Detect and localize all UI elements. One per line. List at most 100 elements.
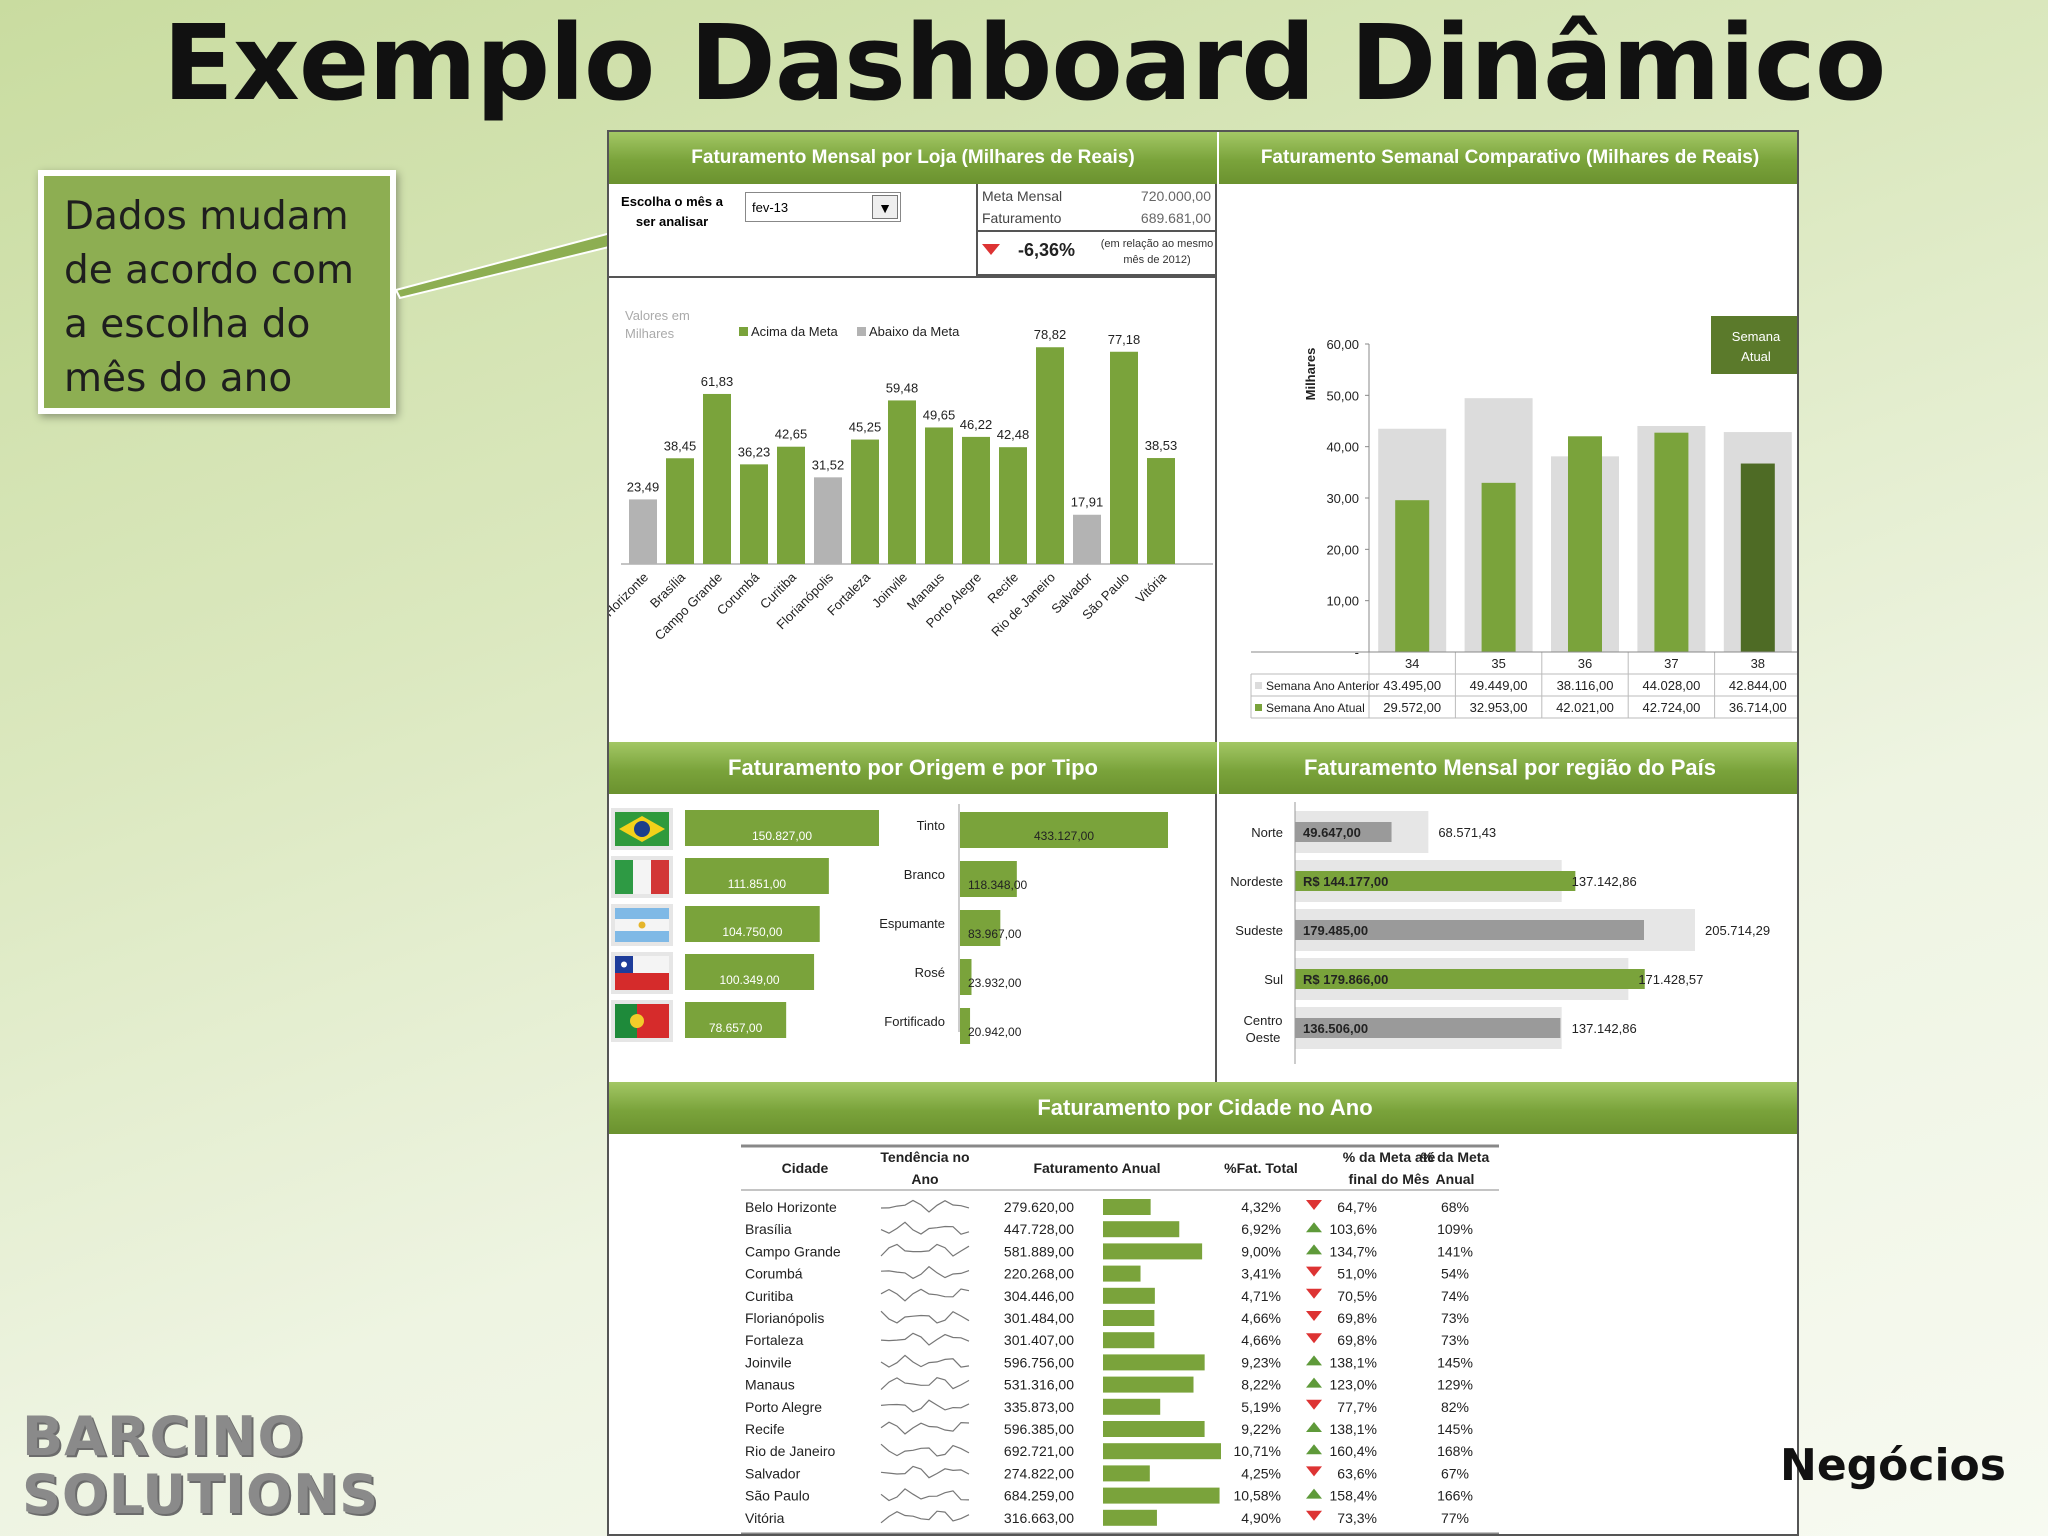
country-bar-label: 111.851,00 [728,877,787,891]
fat-value: 689.681,00 [1140,210,1211,226]
meta-year-percent: 82% [1441,1399,1469,1415]
meta-box: Meta Mensal 720.000,00 Faturamento 689.6… [976,184,1215,276]
city-table: Cidade Tendência no Ano Faturamento Anual %F… [741,1144,1499,1534]
flag-stripe [615,931,669,942]
down-arrow-icon [1306,1266,1322,1277]
region-value-label: 49.647,00 [1303,825,1361,840]
argentina-flag-icon [615,908,669,942]
up-arrow-icon [1306,1355,1322,1366]
flag-stripe [615,973,669,990]
region-target-label: 137.142,86 [1572,1021,1637,1036]
type-bar-label: 83.967,00 [968,927,1022,941]
brazil-flag-icon [615,812,669,846]
x-tick-label: 36 [1578,656,1592,671]
table-prev-value: 43.495,00 [1383,678,1441,693]
up-arrow-icon [1306,1377,1322,1388]
annual-value: 220.268,00 [1004,1266,1074,1282]
flag-sun [638,921,646,929]
region-label: Sul [1264,972,1283,987]
bar-value-label: 45,25 [849,420,882,435]
bar-curr [1740,463,1775,652]
down-arrow-icon [1306,1288,1322,1299]
total-percent: 9,00% [1241,1243,1281,1259]
sparkline [880,1288,970,1302]
sparkline [880,1310,970,1324]
total-percent: 9,22% [1241,1421,1281,1437]
bar-value-label: 61,83 [701,374,734,389]
month-select[interactable]: fev-13 ▼ [745,192,901,222]
flag-star [621,961,627,968]
sparkline [880,1399,970,1413]
city-panel: Cidade Tendência no Ano Faturamento Anual %F… [609,1134,1797,1534]
values-note-line: Milhares [625,326,675,341]
meta-month-percent: 160,4% [1330,1443,1377,1459]
down-arrow-icon [1306,1200,1322,1210]
meta-year-percent: 145% [1437,1421,1473,1437]
city-name: Brasília [745,1221,792,1237]
dashboard-sheet: Faturamento Mensal por Loja (Milhares de… [607,130,1799,1536]
total-percent: 3,41% [1241,1266,1281,1282]
city-name: Recife [745,1421,785,1437]
meta-year-percent: 166% [1437,1488,1473,1504]
category-label: Belo Horizonte [609,570,651,641]
category-label: Joinvile [869,570,910,611]
bar [1036,347,1064,564]
meta-month-percent: 134,7% [1330,1243,1377,1259]
country-bar [685,906,820,942]
flag-stripe [615,860,633,894]
bar-value-label: 46,22 [960,417,993,432]
total-percent: 10,58% [1234,1488,1281,1504]
down-arrow-icon [1306,1466,1322,1477]
meta-month-percent: 77,7% [1337,1399,1377,1415]
meta-year-percent: 54% [1441,1266,1469,1282]
city-name: Corumbá [745,1266,803,1282]
country-bar [685,954,815,990]
region-value-label: R$ 144.177,00 [1303,874,1388,889]
y-tick-label: 50,00 [1326,388,1359,403]
bar-value-label: 42,65 [775,427,808,442]
meta-month-percent: 73,3% [1337,1510,1377,1526]
sparkline [880,1243,970,1257]
bar [1147,458,1175,564]
table-prev-value: 44.028,00 [1642,678,1700,693]
total-percent: 6,92% [1241,1221,1281,1237]
flag-circle [634,821,650,837]
percent-note: (em relação ao mesmo mês de 2012) [1100,238,1214,266]
annual-value: 596.385,00 [1004,1421,1074,1437]
logo-line2: SOLUTIONS [22,1463,380,1526]
type-label: Fortificado [884,1014,945,1029]
type-bar [960,959,972,995]
footer-text: Negócios [1780,1440,2006,1491]
values-note: Valores em Milhares [625,308,690,341]
type-bar-label: 118.348,00 [968,878,1027,892]
bar-value-label: 49,65 [923,407,956,422]
meta-month-percent: 70,5% [1337,1288,1377,1304]
bar [777,446,805,564]
annual-bar [1103,1354,1205,1371]
legend-swatch-curr [1255,704,1262,711]
type-bar-label: 20.942,00 [968,1025,1022,1039]
chevron-down-icon[interactable]: ▼ [872,195,898,219]
annual-bar [1103,1421,1205,1437]
regions-panel: Norte 49.647,00 68.571,43 Nordeste R$ 144.17… [1219,794,1797,1084]
annual-value: 684.259,00 [1004,1488,1074,1504]
bar [629,499,657,564]
type-bar-label: 23.932,00 [968,976,1022,990]
up-arrow-icon [1306,1244,1322,1255]
logo-line1: BARCINO [22,1405,305,1468]
meta-year-percent: 109% [1437,1221,1473,1237]
month-select-label: Escolha o mês a ser analisar [621,194,723,229]
annual-bar [1103,1509,1157,1526]
type-bar [960,812,1168,848]
table-prev-value: 38.116,00 [1557,678,1614,693]
type-bar [960,910,1001,946]
weekly-panel: Milhares-10,0020,0030,0040,0050,0060,003… [1219,184,1797,872]
city-header: Faturamento por Cidade no Ano [609,1082,1797,1134]
x-tick-label: 35 [1491,656,1505,671]
total-percent: 4,71% [1241,1288,1281,1304]
flag-stripe [615,908,669,919]
annual-bar [1103,1487,1220,1504]
bar [925,427,953,564]
meta-year-percent: 73% [1441,1332,1469,1348]
column-header: % da Meta até [1343,1149,1436,1165]
